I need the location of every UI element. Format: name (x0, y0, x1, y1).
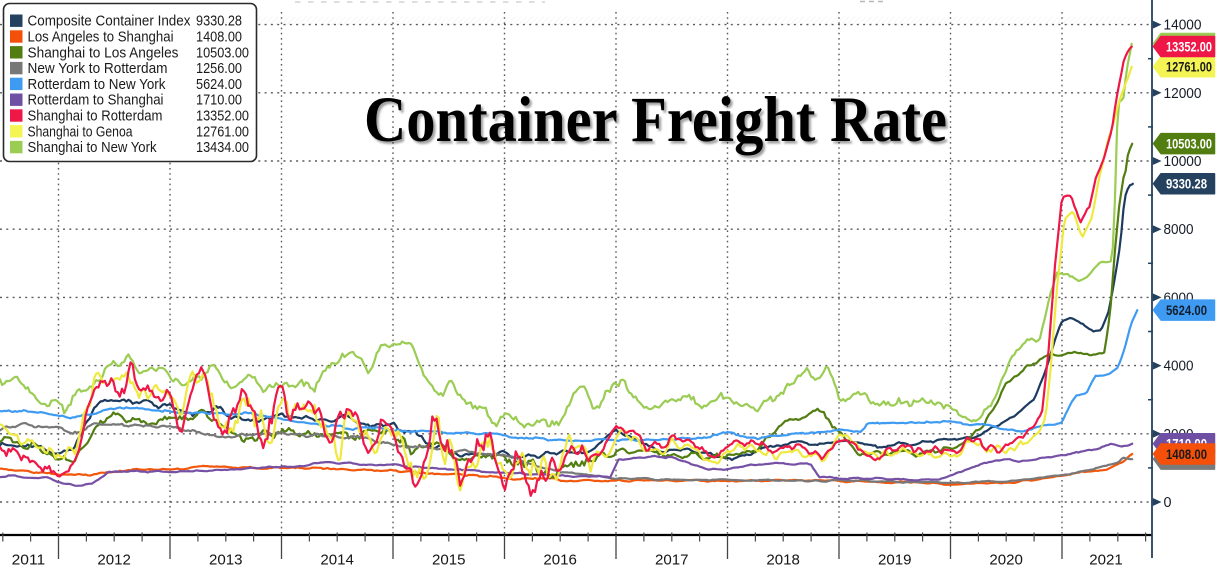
svg-text:1710.00: 1710.00 (196, 93, 242, 109)
svg-text:2011: 2011 (12, 552, 46, 567)
svg-text:Los Angeles to Shanghai: Los Angeles to Shanghai (28, 30, 174, 46)
svg-text:1408.00: 1408.00 (1166, 446, 1207, 462)
svg-text:12000: 12000 (1164, 86, 1202, 102)
svg-text:13352.00: 13352.00 (1166, 39, 1212, 55)
svg-text:5624.00: 5624.00 (196, 77, 242, 93)
svg-text:2019: 2019 (878, 552, 912, 567)
svg-text:Shanghai to Genoa: Shanghai to Genoa (28, 124, 134, 140)
svg-text:10503.00: 10503.00 (1166, 136, 1212, 152)
svg-text:2020: 2020 (989, 552, 1023, 567)
svg-text:Shanghai to Rotterdam: Shanghai to Rotterdam (28, 109, 163, 125)
svg-text:4000: 4000 (1164, 359, 1194, 375)
svg-text:2012: 2012 (97, 552, 131, 567)
svg-text:2021: 2021 (1089, 552, 1123, 567)
svg-text:9330.28: 9330.28 (196, 14, 242, 30)
svg-text:9330.28: 9330.28 (1166, 176, 1207, 192)
svg-text:Rotterdam to Shanghai: Rotterdam to Shanghai (28, 93, 164, 109)
svg-text:Rotterdam to New York: Rotterdam to New York (28, 77, 167, 93)
svg-text:14000: 14000 (1164, 18, 1202, 34)
svg-text:Container Freight Rate: Container Freight Rate (364, 84, 947, 156)
svg-text:Composite Container Index: Composite Container Index (28, 14, 192, 30)
svg-text:Shanghai to New York: Shanghai to New York (28, 140, 158, 156)
svg-text:13434.00: 13434.00 (196, 140, 249, 156)
svg-text:2017: 2017 (655, 552, 689, 567)
svg-text:1408.00: 1408.00 (196, 30, 242, 46)
svg-text:2015: 2015 (432, 552, 466, 567)
svg-text:2016: 2016 (543, 552, 577, 567)
svg-text:13352.00: 13352.00 (196, 109, 249, 125)
svg-text:5624.00: 5624.00 (1166, 302, 1207, 318)
svg-text:10503.00: 10503.00 (196, 45, 249, 61)
svg-text:12761.00: 12761.00 (196, 124, 249, 140)
svg-text:2014: 2014 (320, 552, 354, 567)
svg-text:2013: 2013 (209, 552, 243, 567)
svg-text:0: 0 (1164, 495, 1172, 511)
svg-text:2018: 2018 (766, 552, 800, 567)
svg-text:New York to Rotterdam: New York to Rotterdam (28, 61, 168, 77)
svg-text:Shanghai to Los Angeles: Shanghai to Los Angeles (28, 45, 179, 61)
svg-text:12761.00: 12761.00 (1166, 59, 1212, 75)
svg-text:1256.00: 1256.00 (196, 61, 242, 77)
svg-text:10000: 10000 (1164, 154, 1202, 170)
svg-text:8000: 8000 (1164, 222, 1194, 238)
